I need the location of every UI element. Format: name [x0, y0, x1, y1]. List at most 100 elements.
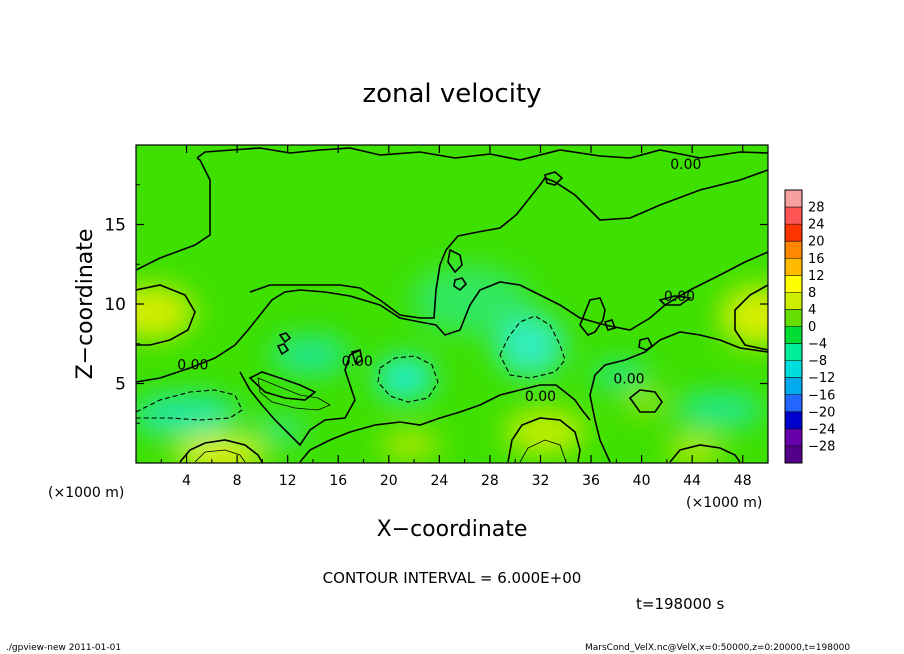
contour-small-loop	[278, 332, 292, 344]
field-blob	[410, 265, 530, 335]
colorbar-segment	[785, 275, 802, 293]
field-blob	[720, 286, 768, 346]
contour-small-loop	[544, 171, 564, 186]
x-tick-label: 44	[683, 473, 701, 489]
x-axis-label: X−coordinate	[377, 517, 528, 542]
contour-negative-center	[377, 355, 439, 403]
footer-right: MarsCond_VelX.nc@VelX,x=0:50000,z=0:2000…	[585, 643, 850, 653]
contour-label: 0.00	[525, 389, 556, 405]
contour-negative-left	[136, 389, 243, 421]
colorbar-label: −8	[808, 354, 827, 369]
contour-small-loop	[579, 297, 606, 336]
contour-positive-lower-bump	[248, 371, 317, 401]
chart-title: zonal velocity	[362, 79, 541, 109]
colorbar-segment	[785, 326, 802, 344]
x-tick-label: 24	[430, 473, 448, 489]
contour-lines	[136, 147, 768, 463]
colorbar-label: 16	[808, 252, 825, 267]
contour-positive-right	[734, 284, 768, 351]
contour-zero-mid	[136, 251, 768, 383]
y-tick-label: 10	[104, 295, 126, 315]
x-tick-label: 8	[233, 473, 242, 489]
colorbar-label: −24	[808, 422, 835, 437]
colorbar-segment	[785, 377, 802, 396]
colorbar-segment	[785, 241, 802, 259]
time-text: t=198000 s	[636, 595, 724, 613]
field-blob	[495, 313, 565, 377]
colorbar-label: 28	[808, 201, 825, 216]
colorbar-segment	[785, 445, 802, 464]
field-blob	[667, 436, 723, 463]
contour-negative-right-center	[499, 315, 566, 379]
colorbar-label: −4	[808, 337, 827, 352]
colorbar-segment	[785, 258, 802, 276]
colorbar-segment	[785, 207, 802, 225]
contour-small-loop	[453, 277, 468, 292]
x-tick-label: 12	[279, 473, 297, 489]
x-tick-label: 48	[734, 473, 752, 489]
colorbar-segment	[785, 360, 802, 378]
field-blob	[625, 390, 665, 414]
field-blob	[675, 392, 765, 428]
colorbar-label: 24	[808, 218, 825, 233]
x-tick-label: 28	[481, 473, 499, 489]
y-axis: 5 10 15	[104, 184, 768, 424]
contour-small-loop	[603, 319, 617, 331]
colorbar-segment	[785, 309, 802, 327]
colorbar-segment	[785, 343, 802, 361]
x-unit-label: (×1000 m)	[686, 495, 762, 511]
x-axis: 4 8 12 16 20 24 28 32 36 40 44 48	[160, 145, 752, 489]
x-tick-label: 32	[532, 473, 550, 489]
contour-positive-bottom-mid	[507, 417, 581, 463]
contour-small-loop	[350, 349, 363, 366]
field-blob	[270, 335, 350, 375]
colorbar-label: 8	[808, 286, 816, 301]
colorbar: 28 24 20 16 12 8 4 0 −4 −8 −12 −16 −20 −24 −28	[784, 189, 835, 464]
colorbar-segment	[785, 292, 802, 310]
y-unit-label: (×1000 m)	[48, 485, 124, 501]
contour-thin-left	[257, 377, 331, 411]
x-tick-label: 16	[329, 473, 347, 489]
colorbar-segment	[785, 224, 802, 242]
contour-positive-island	[628, 389, 663, 413]
contour-label: 0.00	[664, 289, 695, 305]
field-blob	[380, 431, 440, 459]
heatmap-field	[136, 145, 768, 463]
contour-positive-bottom-left	[179, 439, 263, 463]
contour-zero-right-lower	[589, 331, 768, 463]
colorbar-segment	[785, 428, 802, 447]
colorbar-label: 12	[808, 269, 825, 284]
footer-left: ./gpview-new 2011-01-01	[6, 643, 121, 653]
colorbar-label: −28	[808, 439, 835, 454]
field-blob	[252, 414, 308, 446]
colorbar-segment	[785, 190, 802, 208]
contour-zero-bottom	[299, 384, 591, 463]
field-blob	[136, 286, 195, 338]
contour-zero-left-ridge	[136, 157, 211, 271]
contour-thin-bottom	[194, 449, 246, 463]
colorbar-label: 4	[808, 303, 816, 318]
field-blob	[136, 393, 240, 437]
contour-lines-thin	[194, 377, 567, 463]
x-tick-label: 40	[633, 473, 651, 489]
contour-lines-negative	[136, 315, 566, 421]
colorbar-segment	[785, 394, 802, 413]
contour-interval-text: CONTOUR INTERVAL = 6.000E+00	[323, 569, 582, 587]
contour-thin-bottom-mid	[519, 439, 567, 463]
colorbar-label: 0	[808, 320, 816, 335]
contour-positive-bottom-right	[669, 444, 741, 463]
contour-label: 0.00	[613, 372, 644, 388]
colorbar-segment	[785, 411, 802, 430]
colorbar-label: −16	[808, 388, 835, 403]
x-tick-label: 4	[182, 473, 191, 489]
contour-zero-upper-right	[249, 169, 768, 319]
contour-small-loop	[447, 248, 463, 274]
y-tick-label: 5	[115, 375, 126, 395]
field-blob	[505, 410, 585, 454]
contour-small-loop	[638, 337, 654, 351]
field-blob	[590, 361, 650, 389]
y-tick-label: 15	[104, 216, 126, 236]
contour-label: 0.00	[670, 157, 701, 173]
contour-positive-left	[136, 284, 196, 346]
